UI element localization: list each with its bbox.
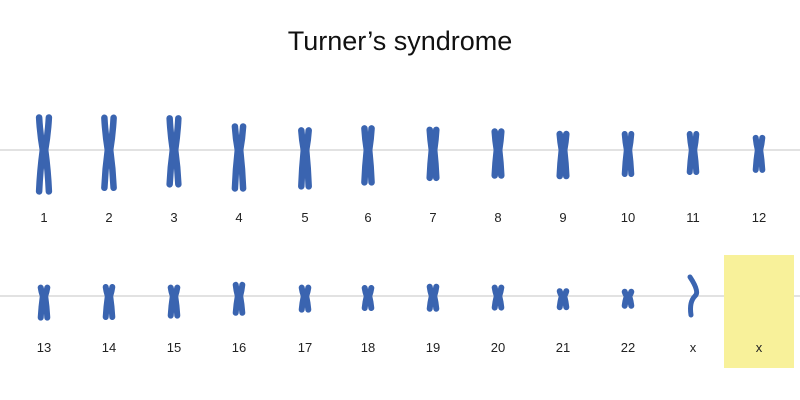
chromosome-label: 4 [235,210,242,225]
chromosome-5: 5 [298,127,312,225]
chromosome-label: 6 [364,210,371,225]
chromosome-label: 11 [686,210,700,225]
chromosome-3: 3 [166,115,182,225]
missing-chromosome-highlight [724,255,794,368]
chromosome-x: x [687,274,700,355]
chromosome-label: 18 [361,340,375,355]
chromosome-14: 14 [102,284,116,355]
chromosome-label: 9 [559,210,566,225]
chromosome-label: 14 [102,340,116,355]
chromosome-label: 3 [170,210,177,225]
chromosome-2: 2 [101,114,117,225]
chromosome-label: 19 [426,340,440,355]
chromosome-18: 18 [361,285,375,355]
chromosome-label: 13 [37,340,51,355]
chromosome-label: x [690,340,697,355]
chromosome-1: 1 [35,114,53,225]
chromosome-15: 15 [167,284,181,355]
chromosome-20: 20 [491,284,505,355]
chromosome-19: 19 [426,283,440,355]
chromosome-22: 22 [621,288,635,355]
chromosome-label: 15 [167,340,181,355]
chromosome-label: 12 [752,210,766,225]
chromosome-label: 5 [301,210,308,225]
chromosome-label: 21 [556,340,570,355]
chromosome-4: 4 [231,123,247,225]
chromosome-label: 16 [232,340,246,355]
chromosome-label: 22 [621,340,635,355]
chromosome-label: 10 [621,210,635,225]
chromosome-label: 17 [298,340,312,355]
chromosome-13: 13 [37,284,51,355]
chromosome-9: 9 [556,130,570,225]
chromosome-11: 11 [686,131,700,225]
chromosome-21: 21 [556,288,570,355]
diagram-title: Turner’s syndrome [287,26,513,56]
chromosome-10: 10 [621,131,635,225]
chromosome-12: 12 [752,134,766,225]
chromosome-label: 7 [429,210,436,225]
chromosome-label: 2 [105,210,112,225]
chromosome-label: 20 [491,340,505,355]
chromosome-6: 6 [361,125,375,225]
chromosome-16: 16 [232,281,246,355]
chromosome-label: 1 [40,210,47,225]
chromosome-label: x [756,340,763,355]
chromosome-8: 8 [491,128,505,225]
missing-x-chromosome-slot: x [724,255,794,368]
chromosome-7: 7 [426,126,440,225]
chromosome-17: 17 [298,284,312,355]
chromosome-label: 8 [494,210,501,225]
